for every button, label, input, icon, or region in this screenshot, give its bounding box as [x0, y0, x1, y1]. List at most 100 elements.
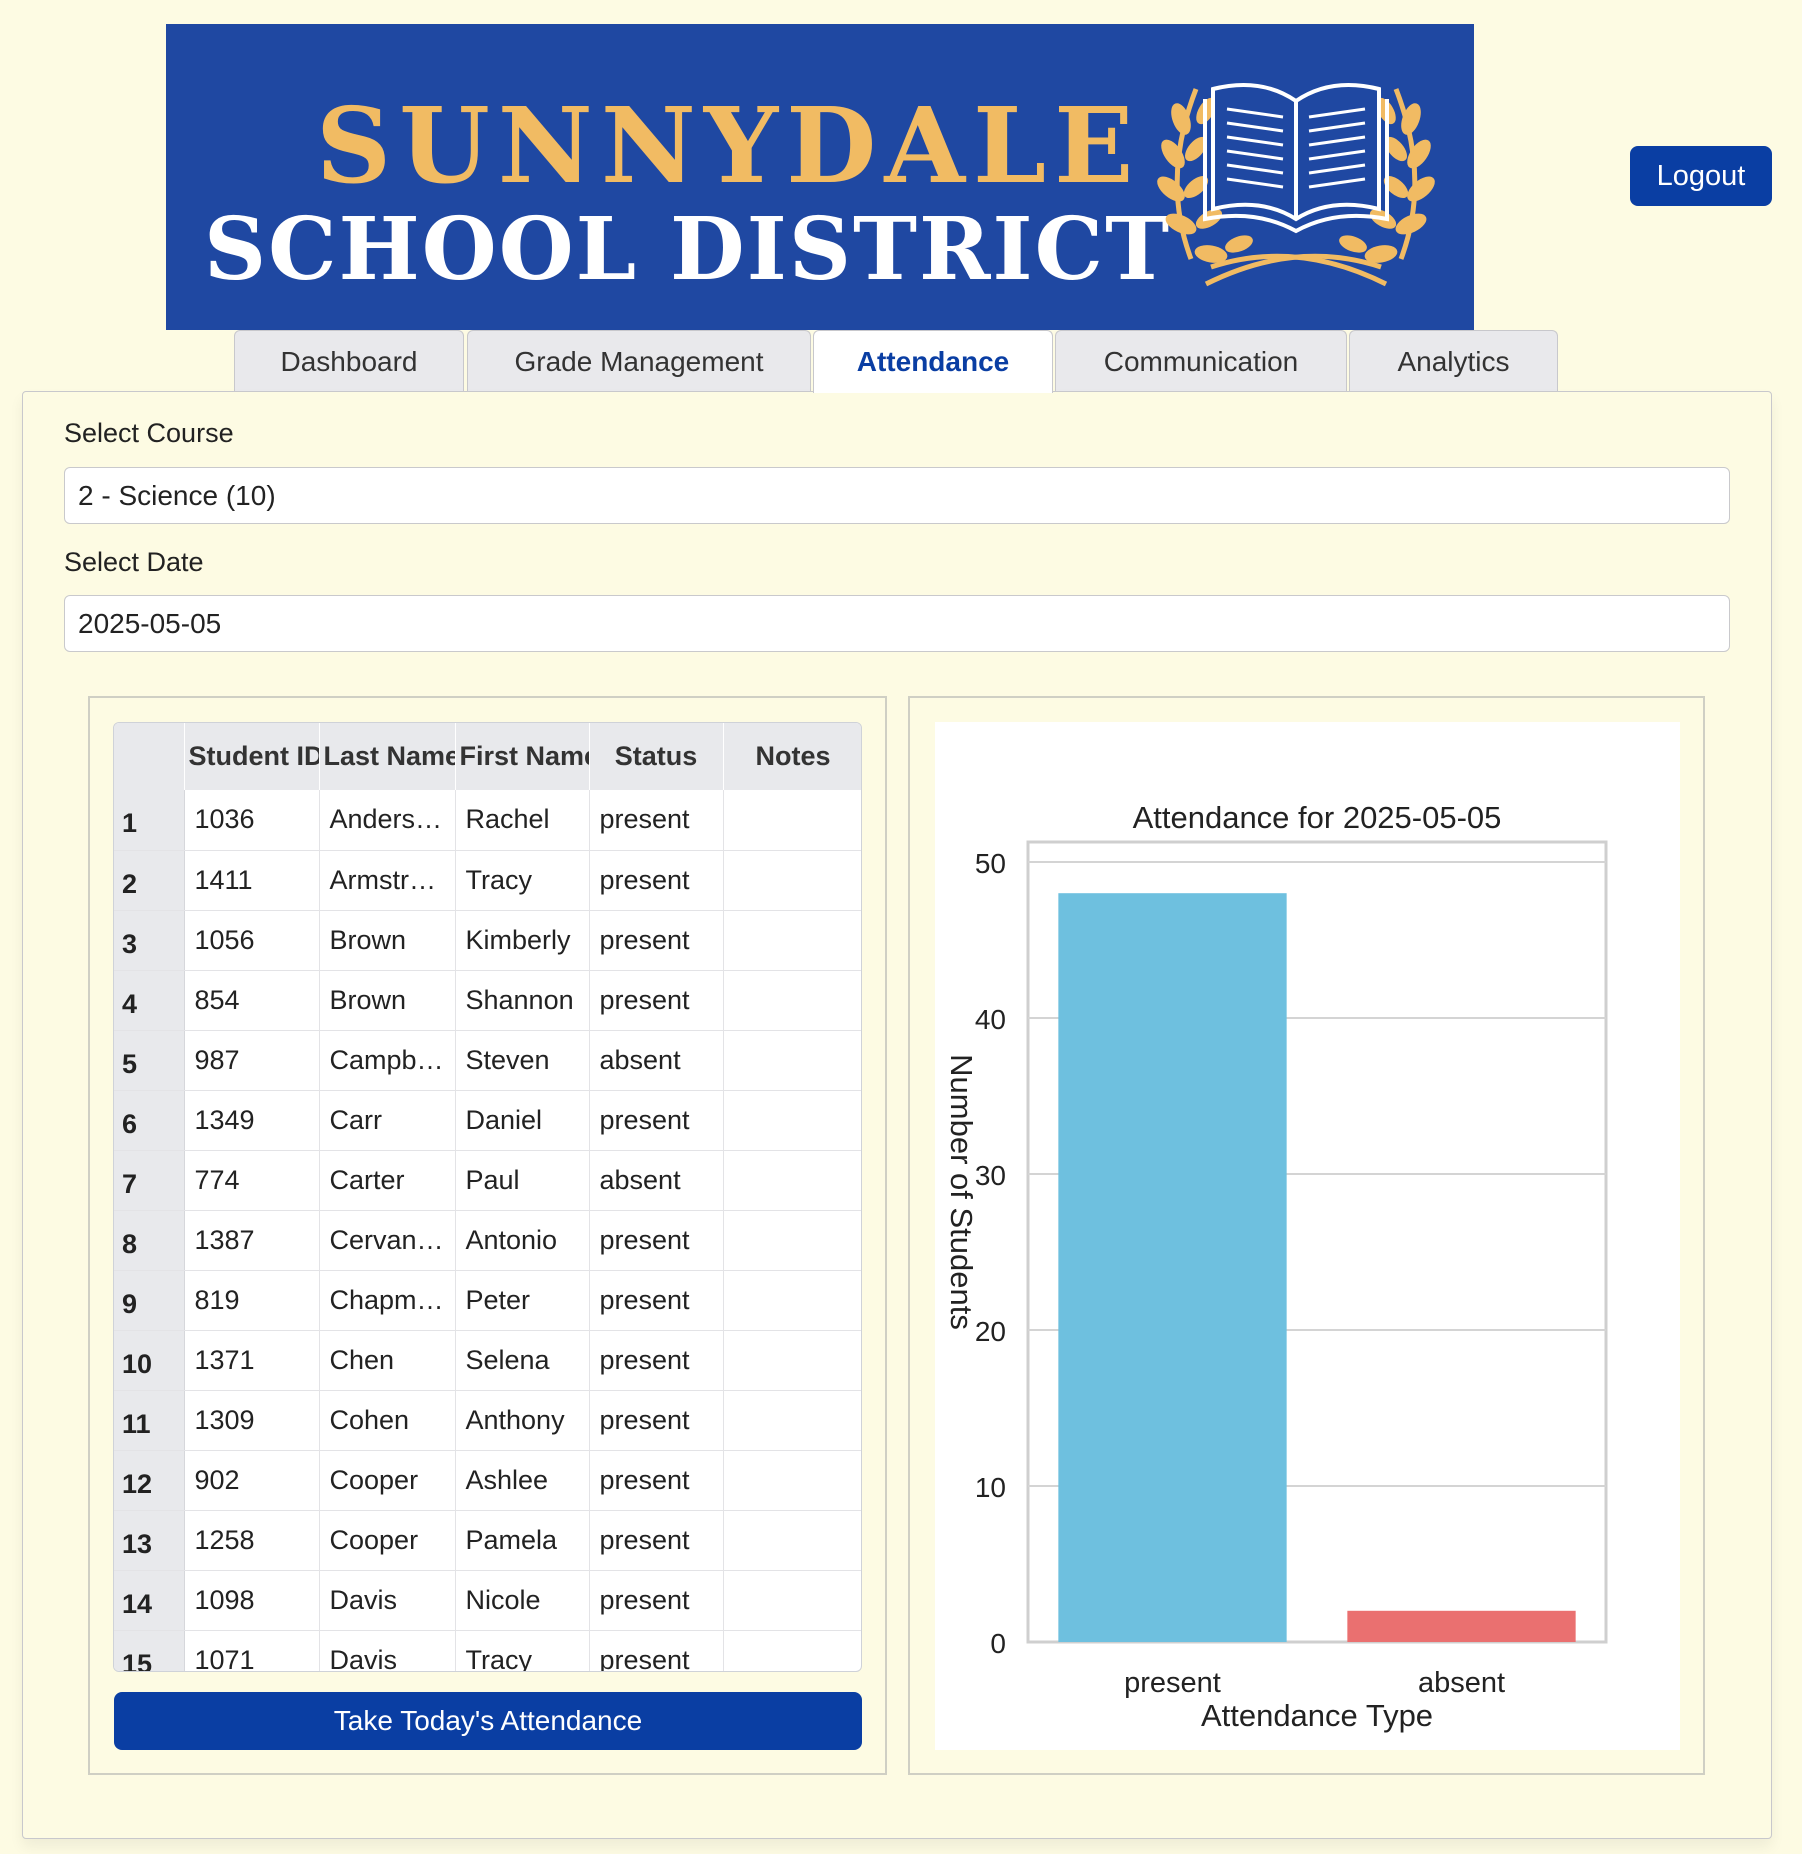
table-row[interactable]: 13 1258 Cooper Pamela present: [114, 1510, 861, 1571]
student-id-cell[interactable]: 987: [184, 1030, 320, 1091]
notes-cell[interactable]: [723, 1270, 861, 1331]
notes-cell[interactable]: [723, 1030, 861, 1091]
last-name-cell[interactable]: Cervan…: [319, 1210, 456, 1271]
last-name-cell[interactable]: Carr: [319, 1090, 456, 1151]
student-id-cell[interactable]: 1387: [184, 1210, 320, 1271]
student-id-cell[interactable]: 902: [184, 1450, 320, 1511]
first-name-cell[interactable]: Shannon: [455, 970, 590, 1031]
notes-cell[interactable]: [723, 1630, 861, 1671]
notes-cell[interactable]: [723, 850, 861, 911]
first-name-cell[interactable]: Pamela: [455, 1510, 590, 1571]
student-id-cell[interactable]: 1258: [184, 1510, 320, 1571]
table-row[interactable]: 10 1371 Chen Selena present: [114, 1330, 861, 1391]
attendance-table[interactable]: Student ID Last Name First Name Status N…: [113, 722, 862, 1672]
tab-attendance[interactable]: Attendance: [813, 330, 1053, 393]
status-cell[interactable]: present: [589, 1270, 724, 1331]
notes-cell[interactable]: [723, 1570, 861, 1631]
last-name-cell[interactable]: Chapm…: [319, 1270, 456, 1331]
notes-cell[interactable]: [723, 790, 861, 851]
tab-communication[interactable]: Communication: [1055, 330, 1347, 392]
status-cell[interactable]: present: [589, 910, 724, 971]
status-cell[interactable]: present: [589, 850, 724, 911]
last-name-cell[interactable]: Chen: [319, 1330, 456, 1391]
table-row[interactable]: 6 1349 Carr Daniel present: [114, 1090, 861, 1151]
student-id-cell[interactable]: 1371: [184, 1330, 320, 1391]
table-row[interactable]: 11 1309 Cohen Anthony present: [114, 1390, 861, 1451]
column-header-first-name[interactable]: First Name: [455, 723, 590, 790]
first-name-cell[interactable]: Nicole: [455, 1570, 590, 1631]
student-id-cell[interactable]: 819: [184, 1270, 320, 1331]
table-row[interactable]: 14 1098 Davis Nicole present: [114, 1570, 861, 1631]
last-name-cell[interactable]: Carter: [319, 1150, 456, 1211]
first-name-cell[interactable]: Anthony: [455, 1390, 590, 1451]
student-id-cell[interactable]: 1071: [184, 1630, 320, 1671]
last-name-cell[interactable]: Brown: [319, 910, 456, 971]
notes-cell[interactable]: [723, 1330, 861, 1391]
last-name-cell[interactable]: Cooper: [319, 1450, 456, 1511]
first-name-cell[interactable]: Tracy: [455, 1630, 590, 1671]
first-name-cell[interactable]: Ashlee: [455, 1450, 590, 1511]
column-header-student-id[interactable]: Student ID: [184, 723, 320, 790]
status-cell[interactable]: present: [589, 970, 724, 1031]
tab-analytics[interactable]: Analytics: [1349, 330, 1558, 392]
status-cell[interactable]: present: [589, 1630, 724, 1671]
logout-button[interactable]: Logout: [1630, 146, 1772, 206]
table-row[interactable]: 9 819 Chapm… Peter present: [114, 1270, 861, 1331]
table-row[interactable]: 2 1411 Armstr… Tracy present: [114, 850, 861, 911]
student-id-cell[interactable]: 1309: [184, 1390, 320, 1451]
table-row[interactable]: 3 1056 Brown Kimberly present: [114, 910, 861, 971]
first-name-cell[interactable]: Rachel: [455, 790, 590, 851]
tab-dashboard[interactable]: Dashboard: [234, 330, 464, 392]
student-id-cell[interactable]: 1098: [184, 1570, 320, 1631]
column-header-notes[interactable]: Notes: [723, 723, 861, 790]
student-id-cell[interactable]: 1411: [184, 850, 320, 911]
first-name-cell[interactable]: Antonio: [455, 1210, 590, 1271]
notes-cell[interactable]: [723, 1450, 861, 1511]
status-cell[interactable]: present: [589, 1390, 724, 1451]
notes-cell[interactable]: [723, 970, 861, 1031]
notes-cell[interactable]: [723, 910, 861, 971]
first-name-cell[interactable]: Daniel: [455, 1090, 590, 1151]
student-id-cell[interactable]: 774: [184, 1150, 320, 1211]
last-name-cell[interactable]: Davis: [319, 1630, 456, 1671]
first-name-cell[interactable]: Peter: [455, 1270, 590, 1331]
column-header-last-name[interactable]: Last Name: [319, 723, 456, 790]
status-cell[interactable]: present: [589, 1330, 724, 1391]
table-row[interactable]: 15 1071 Davis Tracy present: [114, 1630, 861, 1671]
first-name-cell[interactable]: Paul: [455, 1150, 590, 1211]
student-id-cell[interactable]: 1056: [184, 910, 320, 971]
notes-cell[interactable]: [723, 1390, 861, 1451]
notes-cell[interactable]: [723, 1510, 861, 1571]
status-cell[interactable]: present: [589, 1210, 724, 1271]
last-name-cell[interactable]: Campb…: [319, 1030, 456, 1091]
course-select[interactable]: 2 - Science (10): [64, 467, 1730, 524]
last-name-cell[interactable]: Anders…: [319, 790, 456, 851]
last-name-cell[interactable]: Brown: [319, 970, 456, 1031]
table-row[interactable]: 8 1387 Cervan… Antonio present: [114, 1210, 861, 1271]
status-cell[interactable]: present: [589, 790, 724, 851]
student-id-cell[interactable]: 854: [184, 970, 320, 1031]
date-input[interactable]: 2025-05-05: [64, 595, 1730, 652]
table-row[interactable]: 7 774 Carter Paul absent: [114, 1150, 861, 1211]
column-header-status[interactable]: Status: [589, 723, 724, 790]
status-cell[interactable]: present: [589, 1450, 724, 1511]
status-cell[interactable]: present: [589, 1570, 724, 1631]
notes-cell[interactable]: [723, 1090, 861, 1151]
first-name-cell[interactable]: Kimberly: [455, 910, 590, 971]
table-row[interactable]: 4 854 Brown Shannon present: [114, 970, 861, 1031]
last-name-cell[interactable]: Armstr…: [319, 850, 456, 911]
notes-cell[interactable]: [723, 1150, 861, 1211]
tab-grade-management[interactable]: Grade Management: [467, 330, 811, 392]
status-cell[interactable]: present: [589, 1090, 724, 1151]
student-id-cell[interactable]: 1036: [184, 790, 320, 851]
status-cell[interactable]: absent: [589, 1150, 724, 1211]
first-name-cell[interactable]: Selena: [455, 1330, 590, 1391]
table-row[interactable]: 5 987 Campb… Steven absent: [114, 1030, 861, 1091]
first-name-cell[interactable]: Steven: [455, 1030, 590, 1091]
notes-cell[interactable]: [723, 1210, 861, 1271]
student-id-cell[interactable]: 1349: [184, 1090, 320, 1151]
status-cell[interactable]: present: [589, 1510, 724, 1571]
take-attendance-button[interactable]: Take Today's Attendance: [114, 1692, 862, 1750]
table-row[interactable]: 12 902 Cooper Ashlee present: [114, 1450, 861, 1511]
status-cell[interactable]: absent: [589, 1030, 724, 1091]
